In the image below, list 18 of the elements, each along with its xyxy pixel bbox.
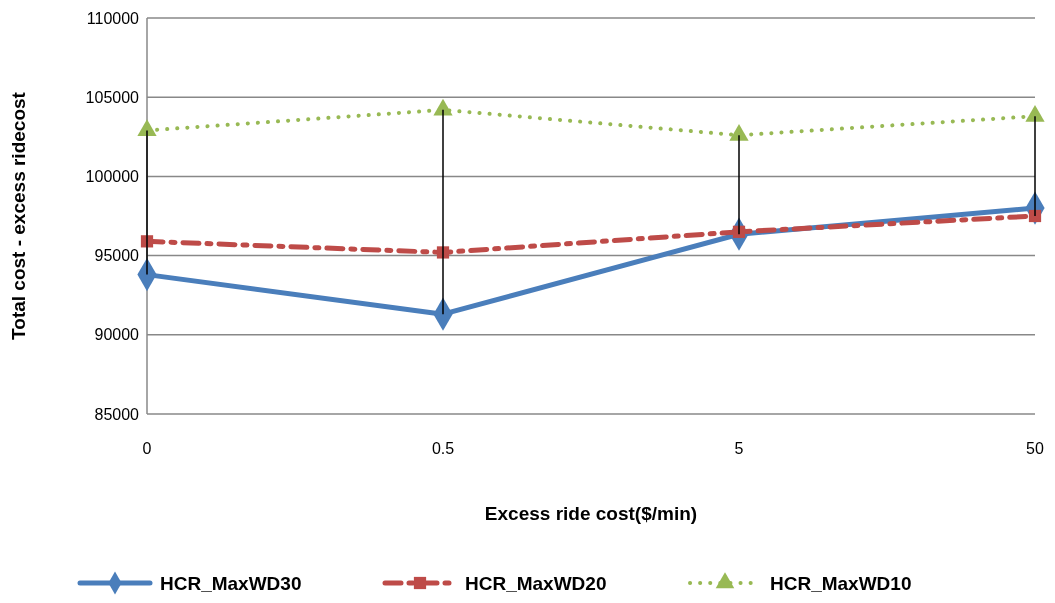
y-tick-label: 100000 — [85, 168, 140, 185]
y-tick-label: 85000 — [94, 405, 140, 423]
y-tick-label: 105000 — [85, 88, 140, 106]
point — [137, 119, 157, 137]
legend-label: HCR_MaxWD20 — [465, 572, 607, 594]
x-tick-label: 0 — [142, 440, 152, 457]
y-tick-label: 95000 — [94, 247, 140, 265]
y-tick-label: 110000 — [86, 9, 140, 27]
x-axis-title: Excess ride cost($/min) — [484, 503, 698, 524]
legend-label: HCR_MaxWD30 — [160, 572, 302, 594]
point — [1025, 105, 1045, 122]
point — [729, 124, 749, 141]
x-tick-label: 0.5 — [431, 440, 455, 457]
x-tick-label: 5 — [734, 440, 744, 457]
legend-label: HCR_MaxWD10 — [770, 572, 912, 594]
y-axis-title: Total cost - excess ridecost — [8, 91, 29, 340]
y-tick-label: 90000 — [94, 326, 140, 344]
x-tick-label: 50 — [1026, 440, 1044, 457]
